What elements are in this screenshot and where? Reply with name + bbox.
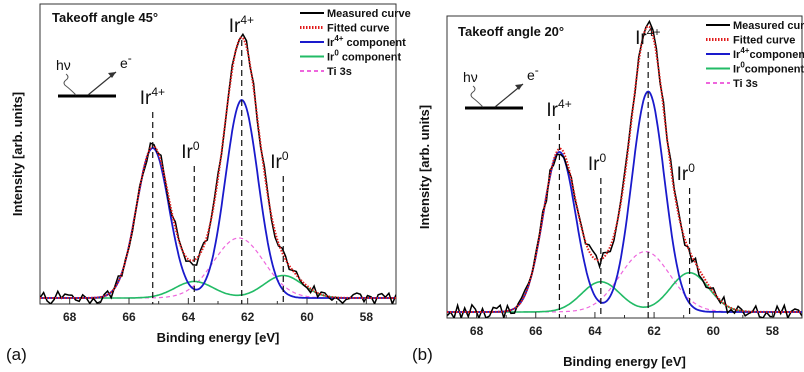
x-tick-label: 68 [63, 310, 77, 324]
x-tick-label: 60 [707, 324, 721, 338]
legend-entry: Ir0 component [327, 49, 401, 64]
x-axis-label: Binding energy [eV] [157, 330, 280, 345]
series-ir4-component [447, 90, 802, 313]
x-tick-label: 62 [241, 310, 255, 324]
x-tick-label: 64 [182, 310, 196, 324]
peak-label: Ir0 [270, 149, 289, 173]
photon-wave-icon [470, 85, 484, 108]
legend-entry: Measured curve [327, 8, 411, 20]
legend-entry: Ti 3s [733, 78, 758, 90]
photoemission-inset: hν e- [56, 51, 132, 98]
plot-frame [446, 15, 803, 319]
plot-frame [39, 3, 397, 305]
y-axis-label: Intensity [arb. units] [10, 92, 25, 216]
photoemission-inset: hν e- [463, 63, 539, 110]
legend-entry: Fitted curve [733, 35, 795, 47]
x-axis-label: Binding energy [eV] [563, 354, 686, 369]
panel-letter: (b) [412, 345, 433, 364]
legend: Measured curve Fitted curveIr4+componentI… [706, 20, 804, 90]
legend-entry: Ti 3s [327, 66, 352, 78]
photon-label: hν [56, 57, 71, 73]
arrow-head-icon [108, 72, 116, 78]
electron-label: e- [120, 51, 132, 71]
legend-entry: Ir4+ component [327, 34, 406, 49]
series-fitted-curve [447, 25, 802, 313]
series-ir4-component [40, 99, 396, 299]
panel-a: 68 66 64 62 60 58 Binding energy [eV] Intensity… [6, 3, 411, 364]
legend-entry: Fitted curve [327, 23, 389, 35]
x-tick-label: 68 [470, 324, 484, 338]
series-ti3s [447, 251, 802, 313]
panel-title: Takeoff angle 20° [458, 24, 564, 39]
peak-label: Ir0 [677, 161, 696, 185]
curves [447, 19, 802, 318]
x-tick-label: 58 [360, 310, 374, 324]
peak-label: Ir4+ [635, 25, 660, 49]
peak-label: Ir0 [181, 139, 200, 163]
x-tick-label: 64 [588, 324, 602, 338]
series-ti3s [40, 237, 396, 299]
peak-label: Ir4+ [140, 85, 165, 109]
legend-entry: Measured curve [733, 20, 804, 32]
peak-label: Ir4+ [546, 97, 571, 121]
photon-wave-icon [63, 73, 77, 96]
panel-title: Takeoff angle 45° [52, 10, 158, 25]
peak-label: Ir0 [588, 151, 607, 175]
curves [40, 32, 396, 304]
panel-letter: (a) [6, 345, 27, 364]
panel-b: 68 66 64 62 60 58 Binding energy [eV] Intensity… [412, 15, 804, 369]
photon-label: hν [463, 69, 478, 85]
x-tick-label: 66 [529, 324, 543, 338]
x-tick-label: 58 [766, 324, 780, 338]
x-tick-label: 60 [300, 310, 314, 324]
peak-label: Ir4+ [229, 13, 254, 37]
arrow-head-icon [515, 84, 523, 90]
x-tick-label: 66 [122, 310, 136, 324]
x-tick-label: 62 [647, 324, 661, 338]
electron-label: e- [527, 63, 539, 83]
series-fitted-curve [40, 36, 396, 299]
y-axis-label: Intensity [arb. units] [417, 105, 432, 229]
legend-entry: Ir0component [733, 61, 804, 76]
legend-entry: Ir4+component [733, 46, 804, 61]
series-ir0-component [40, 274, 396, 299]
